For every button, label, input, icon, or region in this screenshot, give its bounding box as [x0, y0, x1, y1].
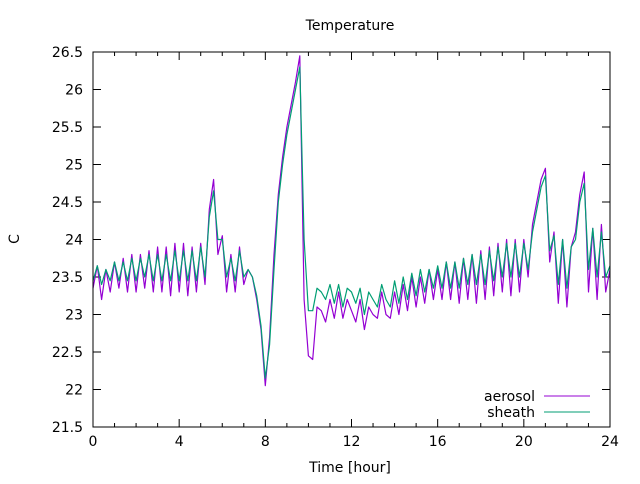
- legend-label-sheath: sheath: [487, 405, 535, 421]
- y-tick-label: 23.5: [52, 270, 83, 286]
- y-tick-label: 26: [65, 83, 83, 99]
- y-tick-label: 25: [65, 158, 83, 174]
- x-tick-label: 20: [515, 434, 533, 450]
- y-tick-label: 22.5: [52, 345, 83, 361]
- y-tick-label: 21.5: [52, 420, 83, 436]
- series-line-aerosol: [92, 55, 611, 387]
- chart-title: Temperature: [305, 18, 395, 34]
- y-tick-label: 26.5: [52, 45, 83, 61]
- plot-frame: [92, 51, 611, 428]
- x-tick-label: 8: [261, 434, 270, 450]
- x-tick-label: 24: [601, 434, 619, 450]
- y-tick-label: 22: [65, 383, 83, 399]
- y-tick-label: 24.5: [52, 195, 83, 211]
- x-axis-label: Time [hour]: [308, 460, 391, 476]
- axis-ticks: 0 4 8 12 16 20 24 21.5 22 22.5 23 23.5 24 24.5 25 25.5 2…: [52, 45, 619, 450]
- x-tick-label: 4: [175, 434, 184, 450]
- series-line-sheath: [92, 66, 611, 379]
- x-tick-label: 0: [89, 434, 98, 450]
- legend: aerosol sheath: [484, 389, 590, 421]
- legend-label-aerosol: aerosol: [484, 389, 535, 405]
- y-axis-label: C: [7, 234, 23, 244]
- series-lines: [92, 55, 611, 387]
- y-tick-label: 23: [65, 308, 83, 324]
- y-tick-label: 24: [65, 233, 83, 249]
- x-tick-label: 12: [343, 434, 361, 450]
- y-tick-label: 25.5: [52, 120, 83, 136]
- x-tick-label: 16: [429, 434, 447, 450]
